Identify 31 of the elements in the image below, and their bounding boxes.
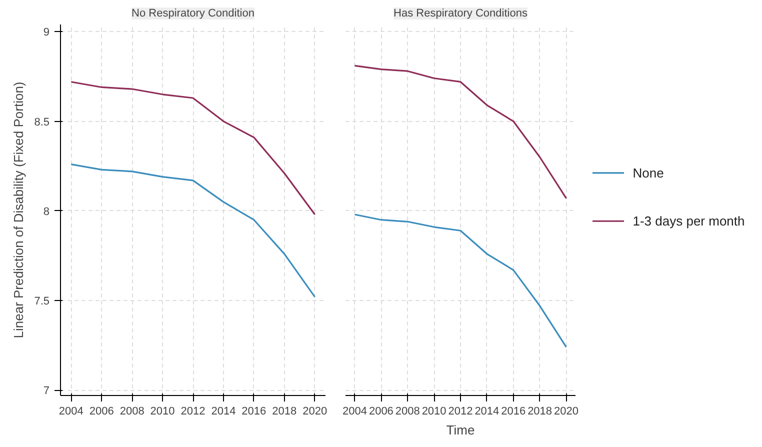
x-tick-label: 2006 [89,406,114,418]
y-tick-label: 8 [43,206,50,218]
x-tick-label: 2008 [395,406,420,418]
x-tick-label: 2018 [272,406,297,418]
x-tick-label: 2008 [120,406,144,418]
x-tick-label: 2016 [501,406,526,418]
x-tick-label: 2004 [342,406,367,418]
chart-title: No Respiratory Condition [132,8,254,20]
y-tick-label: 8.5 [34,116,50,128]
legend-label: 1-3 days per month [632,214,745,229]
legend-label: None [632,165,664,180]
x-tick-label: 2014 [474,406,500,418]
x-tick-label: 2010 [422,406,446,418]
x-tick-label: 2020 [554,406,578,418]
x-tick-label: 2014 [211,406,236,418]
y-tick-label: 9 [43,26,50,39]
line-series [70,81,316,216]
y-axis-title: Linear Prediction of Disability (Fixed Portion) [11,82,26,338]
line-series [70,163,316,298]
x-tick-label: 2004 [58,406,84,418]
y-tick-label: 7 [43,385,50,398]
chart-title: Has Respiratory Conditions [394,8,528,20]
x-tick-label: 2010 [150,406,175,418]
y-tick-label: 7.5 [34,296,50,308]
x-tick-label: 2018 [528,406,552,418]
x-tick-label: 2012 [448,406,473,418]
x-tick-label: 2006 [368,406,394,418]
x-tick-label: 2020 [302,406,328,418]
x-tick-label: 2016 [242,406,266,418]
x-tick-label: 2012 [180,406,206,418]
x-axis-title: Time [446,422,475,438]
